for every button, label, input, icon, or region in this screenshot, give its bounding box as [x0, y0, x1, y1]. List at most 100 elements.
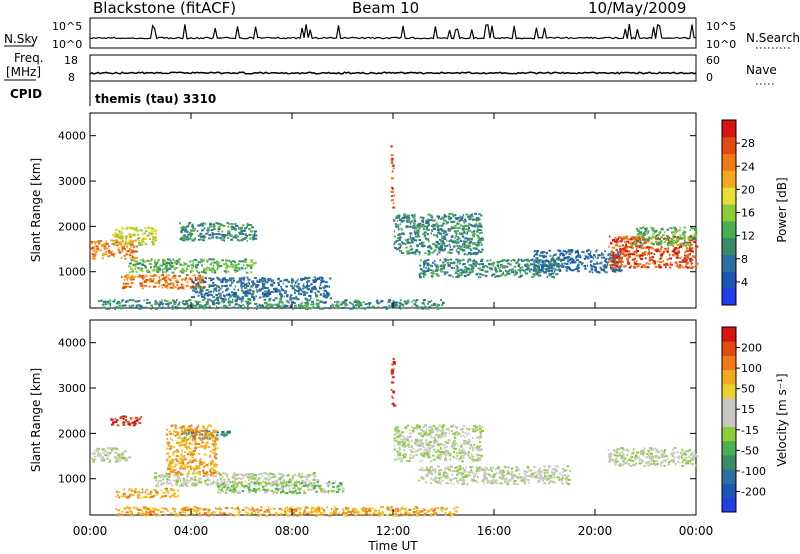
data-cell — [670, 242, 674, 245]
data-cell — [326, 490, 330, 493]
data-cell — [280, 301, 284, 304]
data-cell — [667, 247, 670, 250]
data-cell — [215, 431, 217, 434]
data-cell — [184, 479, 187, 482]
data-cell — [180, 457, 184, 460]
data-cell — [226, 431, 230, 433]
data-cell — [443, 214, 446, 217]
data-cell — [161, 510, 165, 513]
data-cell — [189, 233, 194, 235]
data-cell — [533, 268, 537, 271]
data-cell — [140, 259, 142, 262]
data-cell — [694, 245, 699, 248]
data-cell — [168, 283, 172, 286]
data-cell — [234, 295, 238, 298]
data-cell — [305, 303, 308, 306]
data-cell — [380, 506, 383, 509]
data-cell — [319, 487, 322, 490]
data-cell — [137, 242, 142, 245]
data-cell — [691, 247, 694, 250]
data-cell — [188, 469, 190, 472]
data-cell — [311, 300, 314, 303]
data-cell — [434, 512, 438, 515]
data-cell — [413, 214, 416, 217]
data-cell — [266, 307, 269, 310]
data-cell — [405, 246, 408, 249]
data-cell — [543, 264, 546, 267]
data-cell — [235, 264, 238, 267]
data-cell — [252, 475, 254, 477]
data-cell — [121, 299, 124, 302]
data-cell — [440, 217, 443, 220]
data-cell — [172, 479, 176, 482]
data-cell — [306, 474, 310, 476]
data-cell — [355, 307, 359, 310]
data-cell — [428, 305, 432, 308]
data-cell — [496, 261, 499, 264]
data-cell — [154, 479, 158, 482]
data-cell — [282, 475, 285, 478]
data-cell — [634, 242, 637, 245]
data-cell — [453, 507, 456, 510]
data-cell — [489, 259, 492, 262]
data-cell — [241, 474, 244, 477]
data-cell — [358, 511, 360, 513]
data-cell — [101, 257, 104, 260]
data-cell — [368, 514, 371, 517]
data-cell — [474, 263, 476, 266]
data-cell — [442, 232, 445, 235]
data-cell — [140, 275, 143, 277]
data-cell — [114, 307, 116, 310]
data-cell — [604, 250, 606, 253]
data-cell — [471, 233, 475, 236]
data-cell — [327, 490, 330, 493]
data-cell — [324, 290, 328, 292]
data-cell — [456, 222, 460, 225]
data-cell — [175, 483, 178, 486]
data-cell — [158, 282, 161, 285]
data-cell — [301, 485, 304, 488]
data-cell — [675, 238, 679, 241]
data-cell — [615, 240, 619, 243]
data-cell — [205, 475, 208, 478]
data-cell — [198, 424, 200, 427]
data-cell — [411, 214, 414, 217]
data-cell — [379, 300, 383, 303]
data-cell — [252, 284, 254, 287]
data-cell — [292, 297, 296, 300]
data-cell — [189, 453, 193, 456]
data-cell — [159, 476, 162, 479]
data-cell — [122, 495, 126, 498]
data-cell — [192, 265, 195, 268]
data-cell — [135, 245, 139, 248]
data-cell — [182, 480, 185, 483]
data-cell — [648, 251, 650, 254]
data-cell — [114, 252, 116, 255]
data-cell — [132, 278, 135, 281]
data-cell — [125, 239, 127, 242]
data-cell — [545, 264, 548, 267]
data-cell — [180, 286, 184, 289]
data-cell — [182, 473, 185, 476]
data-cell — [226, 221, 229, 224]
data-cell — [285, 300, 289, 303]
data-cell — [310, 283, 313, 286]
data-cell — [218, 296, 220, 299]
data-cell — [433, 250, 436, 253]
data-cell — [184, 439, 188, 442]
data-cell — [133, 228, 137, 231]
data-cell — [684, 254, 686, 257]
data-cell — [542, 251, 546, 253]
data-cell — [509, 269, 512, 272]
data-cell — [424, 259, 427, 262]
data-cell — [227, 300, 231, 303]
data-cell — [270, 284, 274, 287]
data-cell — [147, 506, 149, 509]
data-cell — [166, 482, 170, 485]
data-cell — [394, 306, 398, 309]
data-cell — [108, 460, 111, 463]
data-cell — [392, 206, 396, 209]
data-cell — [421, 219, 423, 222]
data-cell — [560, 259, 563, 261]
data-cell — [218, 289, 221, 292]
